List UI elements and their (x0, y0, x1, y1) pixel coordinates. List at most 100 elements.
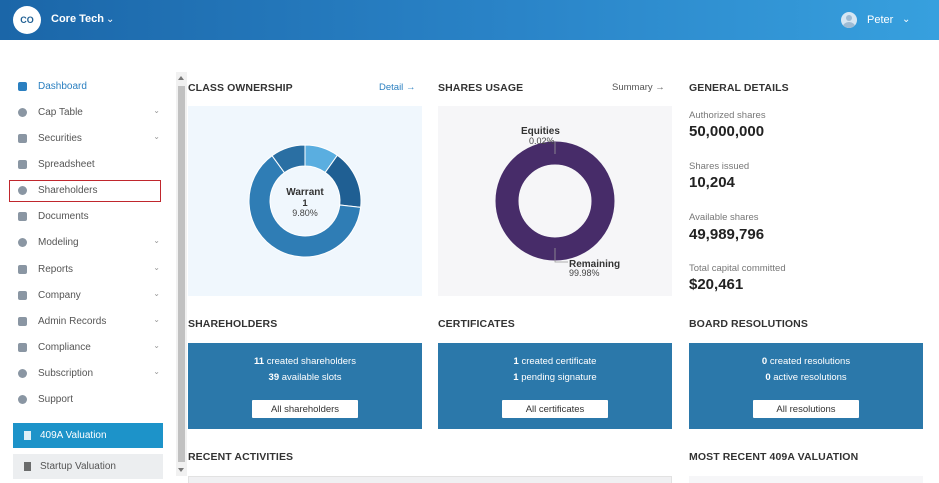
link-label: Summary (612, 82, 653, 93)
general-details-title: GENERAL DETAILS (689, 82, 789, 94)
sidebar-item-label: Subscription (38, 367, 94, 379)
donut-center-count: 1 (302, 198, 308, 209)
all-resolutions-button[interactable]: All resolutions (753, 400, 859, 418)
remaining-percent: 99.98% (569, 268, 600, 278)
summary-link[interactable]: Summary → (612, 82, 665, 93)
class-ownership-panel: Warrant 1 9.80% (188, 106, 422, 296)
sidebar-item-label: Cap Table (38, 106, 83, 118)
certificates-card: 1 created certificate 1 pending signatur… (438, 343, 672, 429)
button-label: 409A Valuation (40, 430, 107, 441)
sidebar-item-cap-table[interactable]: Cap Table ⌄ (18, 103, 166, 121)
shares-issued-label: Shares issued (689, 161, 750, 172)
sidebar-item-label: Shareholders (38, 184, 98, 196)
sidebar-item-label: Company (38, 289, 81, 301)
sidebar-item-reports[interactable]: Reports ⌄ (18, 260, 166, 278)
all-certificates-button[interactable]: All certificates (502, 400, 608, 418)
support-icon (18, 394, 27, 404)
shareholders-title: SHAREHOLDERS (188, 318, 278, 330)
all-shareholders-button[interactable]: All shareholders (252, 400, 358, 418)
sidebar: Dashboard Cap Table ⌄ Securities ⌄ Sprea… (0, 40, 176, 483)
chevron-down-icon: ⌄ (153, 132, 160, 141)
startup-valuation-button[interactable]: Startup Valuation (13, 454, 163, 479)
link-label: Detail (379, 82, 404, 93)
sidebar-item-support[interactable]: Support (18, 390, 166, 408)
remaining-label: Remaining (569, 259, 620, 270)
shield-icon (18, 342, 27, 352)
clipboard-icon (18, 133, 27, 143)
pie-icon (18, 107, 27, 117)
chevron-down-icon: ⌄ (153, 367, 160, 376)
resolutions-line-2: 0 active resolutions (765, 372, 847, 383)
user-avatar[interactable] (841, 12, 857, 28)
company-name[interactable]: Core Tech (51, 13, 104, 25)
sidebar-item-label: Spreadsheet (38, 158, 95, 170)
409a-valuation-button[interactable]: 409A Valuation (13, 423, 163, 448)
shares-usage-title: SHARES USAGE (438, 82, 524, 94)
sidebar-item-company[interactable]: Company ⌄ (18, 286, 166, 304)
donut-segment-2[interactable] (248, 154, 362, 258)
sidebar-scrollbar[interactable] (176, 72, 187, 476)
class-ownership-title: CLASS OWNERSHIP (188, 82, 293, 94)
resolutions-line-1: 0 created resolutions (761, 356, 851, 367)
user-name[interactable]: Peter (867, 14, 894, 26)
chevron-down-icon: ⌄ (153, 315, 160, 324)
recent-activities-panel (188, 476, 672, 483)
recent-409a-panel (689, 476, 923, 483)
available-shares-value: 49,989,796 (689, 226, 765, 243)
document-icon (24, 462, 31, 471)
shares-usage-donut: Equities 0.02% Remaining 99.98% (495, 126, 620, 278)
detail-link[interactable]: Detail → (379, 82, 415, 93)
sidebar-item-label: Support (38, 393, 74, 405)
donut-segment-3[interactable] (271, 144, 306, 174)
sidebar-item-documents[interactable]: Documents (18, 207, 166, 225)
sidebar-item-subscription[interactable]: Subscription ⌄ (18, 364, 166, 382)
sidebar-item-label: Admin Records (38, 315, 107, 327)
scroll-up-arrow[interactable] (178, 76, 184, 80)
sidebar-item-spreadsheet[interactable]: Spreadsheet (18, 155, 166, 173)
certificates-line-2: 1 pending signature (513, 372, 597, 383)
sidebar-item-compliance[interactable]: Compliance ⌄ (18, 338, 166, 356)
sidebar-item-label: Reports (38, 263, 74, 275)
recent-409a-title: MOST RECENT 409A VALUATION (689, 451, 859, 463)
shares-issued-value: 10,204 (689, 174, 735, 191)
top-bar: CO Core Tech ⌄ Peter ⌄ (0, 0, 939, 40)
sidebar-item-label: Dashboard (38, 80, 87, 92)
sidebar-item-securities[interactable]: Securities ⌄ (18, 129, 166, 147)
authorized-shares-label: Authorized shares (689, 110, 766, 121)
certificates-title: CERTIFICATES (438, 318, 515, 330)
total-capital-label: Total capital committed (689, 263, 786, 274)
sidebar-item-modeling[interactable]: Modeling ⌄ (18, 233, 166, 251)
class-ownership-donut: Warrant 1 9.80% (248, 144, 362, 258)
selection-highlight (9, 180, 161, 202)
chevron-down-icon[interactable]: ⌄ (106, 14, 115, 25)
equities-percent: 0.02% (529, 136, 555, 146)
available-shares-label: Available shares (689, 212, 759, 223)
sidebar-item-dashboard[interactable]: Dashboard (18, 77, 166, 95)
sidebar-item-label: Compliance (38, 341, 91, 353)
arrow-right-icon: → (405, 82, 416, 93)
shareholders-line-2: 39 available slots (268, 372, 342, 383)
report-icon (18, 264, 27, 274)
arrow-right-icon: → (655, 82, 665, 93)
records-icon (18, 316, 27, 326)
bulb-icon (18, 237, 27, 247)
sidebar-item-label: Modeling (38, 236, 79, 248)
remaining-ring (495, 141, 615, 261)
total-capital-value: $20,461 (689, 276, 744, 293)
shareholders-card: 11 created shareholders 39 available slo… (188, 343, 422, 429)
button-label: Startup Valuation (40, 461, 116, 472)
board-resolutions-card: 0 created resolutions 0 active resolutio… (689, 343, 923, 429)
board-resolutions-title: BOARD RESOLUTIONS (689, 318, 808, 330)
authorized-shares-value: 50,000,000 (689, 123, 765, 140)
company-logo[interactable]: CO (13, 6, 41, 34)
chevron-down-icon[interactable]: ⌄ (902, 14, 911, 25)
scroll-thumb[interactable] (178, 86, 185, 462)
sidebar-item-shareholders[interactable]: Shareholders (18, 181, 166, 199)
spreadsheet-icon (18, 159, 27, 169)
dashboard-icon (18, 81, 27, 91)
remaining-leader-line (554, 248, 568, 263)
sidebar-item-label: Documents (38, 210, 89, 222)
sidebar-item-admin-records[interactable]: Admin Records ⌄ (18, 312, 166, 330)
scroll-down-arrow[interactable] (178, 468, 184, 472)
chevron-down-icon: ⌄ (153, 263, 160, 272)
